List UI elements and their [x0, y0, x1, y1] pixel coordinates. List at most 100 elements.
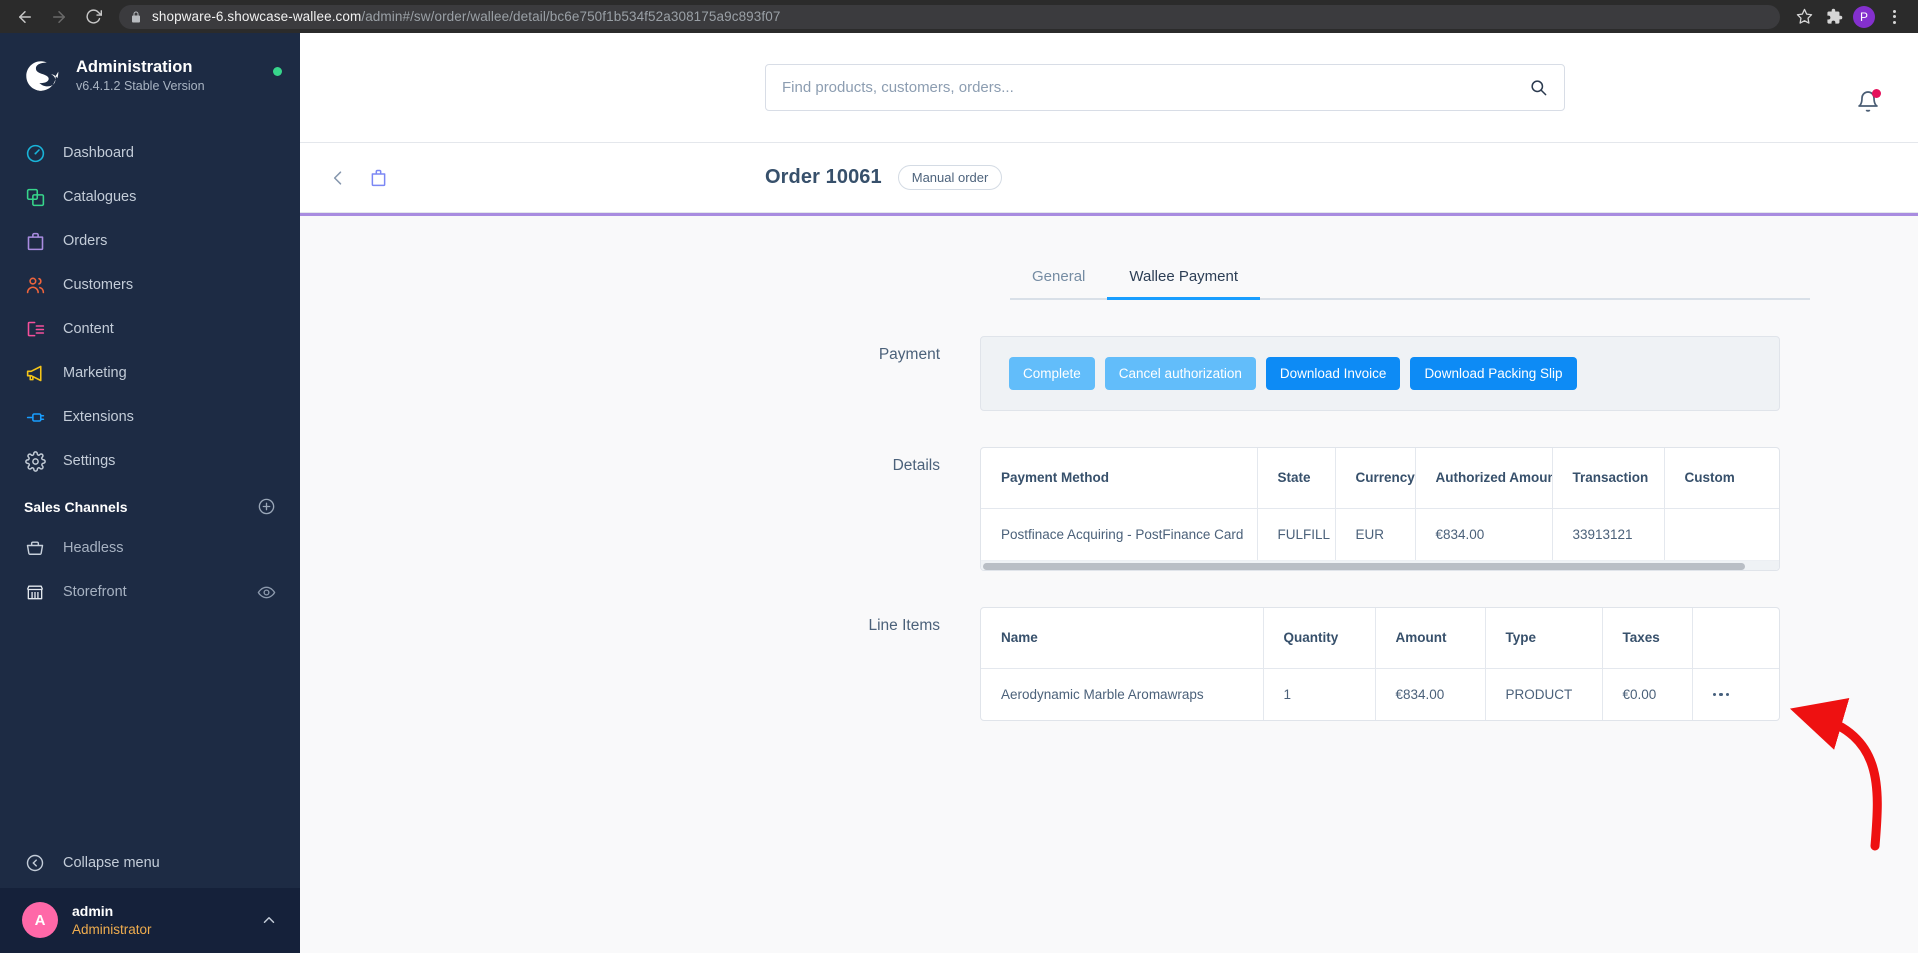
line-items-section: Line Items Name Quantity Amount Type Tax… [300, 607, 1918, 721]
scrollbar-thumb[interactable] [983, 563, 1746, 570]
tab-general[interactable]: General [1032, 268, 1086, 285]
collapse-menu-button[interactable]: Collapse menu [0, 838, 300, 888]
sidebar-item-settings[interactable]: Settings [0, 439, 300, 483]
status-badge: Manual order [897, 165, 1003, 190]
column-amount: Amount [1375, 608, 1486, 669]
basket-icon [24, 537, 46, 559]
payment-section: Payment Complete Cancel authorization Do… [300, 336, 1918, 411]
orders-bag-icon[interactable] [368, 167, 389, 188]
content-area: General Wallee Payment Payment Complete … [300, 216, 1918, 953]
column-quantity: Quantity [1263, 608, 1376, 669]
column-taxes: Taxes [1602, 608, 1693, 669]
table-header-row: Payment Method State Currency Authorized… [981, 448, 1779, 509]
table-row[interactable]: Postfinace Acquiring - PostFinance Card … [981, 508, 1779, 560]
notifications-button[interactable] [1856, 89, 1881, 119]
main-navigation: Dashboard Catalogues Orders Customers [0, 131, 300, 483]
sales-channels-title: Sales Channels [24, 498, 128, 515]
eye-icon[interactable] [257, 583, 276, 602]
annotation-arrow-overlay [1789, 697, 1882, 851]
user-account-row[interactable]: A admin Administrator [0, 887, 300, 953]
sidebar: Administration v6.4.1.2 Stable Version D… [0, 33, 300, 953]
cell-quantity: 1 [1263, 668, 1376, 720]
horizontal-scrollbar[interactable] [981, 560, 1779, 570]
chevron-left-icon[interactable] [328, 168, 348, 188]
user-role: Administrator [72, 921, 152, 937]
download-packing-slip-button[interactable]: Download Packing Slip [1410, 357, 1577, 390]
details-section-label: Details [892, 457, 940, 474]
sidebar-item-dashboard[interactable]: Dashboard [0, 131, 300, 175]
page-title: Order 10061 [765, 166, 882, 188]
kebab-menu-icon[interactable] [1880, 3, 1908, 31]
forward-arrow-icon[interactable] [44, 2, 74, 32]
sidebar-item-extensions[interactable]: Extensions [0, 395, 300, 439]
notification-badge-dot [1872, 89, 1881, 98]
payment-actions-panel: Complete Cancel authorization Download I… [980, 336, 1780, 411]
address-bar[interactable]: shopware-6.showcase-wallee.com/admin#/sw… [119, 4, 1780, 29]
status-indicator-dot [273, 67, 282, 76]
context-menu-dots-icon [1712, 692, 1760, 696]
cell-customer [1664, 508, 1779, 560]
extensions-icon [24, 406, 46, 428]
details-table: Payment Method State Currency Authorized… [981, 448, 1779, 560]
complete-button[interactable]: Complete [1009, 357, 1095, 390]
cell-state: FULFILL [1257, 508, 1336, 560]
cell-name: Aerodynamic Marble Aromawraps [981, 668, 1264, 720]
search-icon[interactable] [1529, 78, 1548, 97]
cell-type: PRODUCT [1485, 668, 1603, 720]
profile-avatar[interactable]: P [1850, 3, 1878, 31]
cell-authorized-amount: €834.00 [1415, 508, 1553, 560]
sidebar-item-label: Content [63, 321, 114, 337]
cancel-authorization-button[interactable]: Cancel authorization [1104, 357, 1256, 390]
line-item-context-menu-button[interactable] [1692, 668, 1779, 720]
sidebar-item-label: Marketing [63, 365, 127, 381]
url-host: shopware-6.showcase-wallee.com [152, 9, 362, 24]
brand-version: v6.4.1.2 Stable Version [76, 79, 205, 93]
sidebar-item-headless[interactable]: Headless [0, 526, 300, 570]
download-invoice-button[interactable]: Download Invoice [1265, 357, 1401, 390]
sidebar-item-marketing[interactable]: Marketing [0, 351, 300, 395]
avatar: A [22, 902, 58, 939]
sidebar-brand[interactable]: Administration v6.4.1.2 Stable Version [0, 33, 300, 119]
top-bar [300, 33, 1918, 143]
reload-icon[interactable] [78, 2, 108, 32]
sidebar-item-catalogues[interactable]: Catalogues [0, 175, 300, 219]
application-root: Administration v6.4.1.2 Stable Version D… [0, 33, 1918, 953]
sidebar-item-content[interactable]: Content [0, 307, 300, 351]
sidebar-item-label: Dashboard [63, 145, 134, 161]
orders-icon [24, 230, 46, 252]
user-name: admin [72, 902, 114, 919]
table-row[interactable]: Aerodynamic Marble Aromawraps 1 €834.00 … [981, 668, 1779, 720]
main-region: Order 10061 Manual order General Wallee … [300, 33, 1918, 953]
tab-bar: General Wallee Payment [1010, 216, 1810, 300]
details-section: Details Payment Method State Currency Au… [300, 447, 1918, 571]
star-icon[interactable] [1790, 3, 1818, 31]
dashboard-icon [24, 142, 46, 164]
column-actions [1692, 608, 1779, 669]
line-items-table-panel: Name Quantity Amount Type Taxes Aerodyna… [980, 607, 1780, 721]
chevron-up-icon[interactable] [260, 911, 278, 929]
collapse-chevron-icon [24, 852, 46, 874]
storefront-icon [24, 581, 46, 603]
column-payment-method: Payment Method [981, 448, 1258, 509]
sidebar-item-orders[interactable]: Orders [0, 219, 300, 263]
back-arrow-icon[interactable] [10, 2, 40, 32]
collapse-menu-label: Collapse menu [63, 854, 160, 871]
cell-transaction: 33913121 [1552, 508, 1665, 560]
table-header-row: Name Quantity Amount Type Taxes [981, 608, 1779, 669]
plus-circle-icon[interactable] [257, 497, 276, 516]
tab-wallee-payment[interactable]: Wallee Payment [1107, 258, 1261, 300]
global-search[interactable] [765, 64, 1565, 111]
customers-icon [24, 274, 46, 296]
bell-icon [1856, 90, 1880, 119]
cell-taxes: €0.00 [1602, 668, 1693, 720]
sidebar-item-customers[interactable]: Customers [0, 263, 300, 307]
column-customer: Custom [1664, 448, 1779, 509]
brand-title: Administration [76, 58, 193, 77]
search-input[interactable] [782, 79, 1529, 96]
sidebar-item-label: Settings [63, 453, 116, 469]
sidebar-item-storefront[interactable]: Storefront [0, 570, 300, 614]
payment-button-row: Complete Cancel authorization Download I… [981, 337, 1779, 410]
puzzle-icon[interactable] [1820, 3, 1848, 31]
cell-amount: €834.00 [1375, 668, 1486, 720]
details-table-panel: Payment Method State Currency Authorized… [980, 447, 1780, 571]
